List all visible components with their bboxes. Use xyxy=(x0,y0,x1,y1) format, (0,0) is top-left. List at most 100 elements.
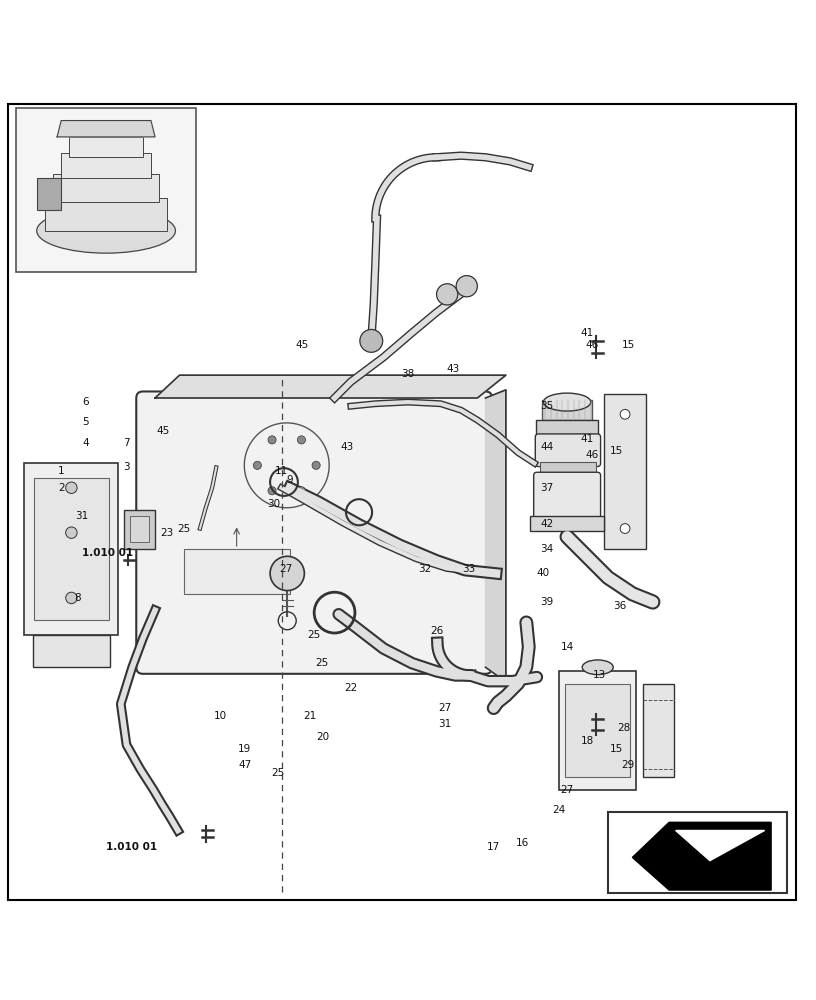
Text: 43: 43 xyxy=(340,442,353,452)
Text: 29: 29 xyxy=(622,760,635,770)
Text: 41: 41 xyxy=(581,328,594,338)
Text: 15: 15 xyxy=(622,340,635,350)
Text: 19: 19 xyxy=(238,744,251,754)
Bar xyxy=(184,549,290,594)
Text: 31: 31 xyxy=(75,511,88,521)
Text: 40: 40 xyxy=(536,568,549,578)
Bar xyxy=(536,420,598,439)
Circle shape xyxy=(620,524,630,533)
Bar xyxy=(643,684,674,777)
Polygon shape xyxy=(57,121,155,137)
Text: 15: 15 xyxy=(610,446,623,456)
Text: 4: 4 xyxy=(82,438,89,448)
Circle shape xyxy=(312,461,320,469)
Text: 39: 39 xyxy=(540,597,553,607)
Text: 45: 45 xyxy=(157,426,170,436)
Text: 24: 24 xyxy=(552,805,565,815)
Bar xyxy=(61,153,151,178)
Circle shape xyxy=(360,329,383,352)
Circle shape xyxy=(620,409,630,419)
Polygon shape xyxy=(632,822,771,890)
Text: 25: 25 xyxy=(271,768,284,778)
Text: 34: 34 xyxy=(540,544,553,554)
Bar xyxy=(565,684,630,777)
Text: 36: 36 xyxy=(614,601,627,611)
Text: 30: 30 xyxy=(267,499,280,509)
Text: 42: 42 xyxy=(540,519,553,529)
Bar xyxy=(540,462,596,477)
Text: 27: 27 xyxy=(561,785,574,795)
Bar xyxy=(53,174,159,202)
FancyBboxPatch shape xyxy=(535,434,601,467)
Ellipse shape xyxy=(37,208,175,253)
Text: 33: 33 xyxy=(463,564,476,574)
Text: 1: 1 xyxy=(58,466,64,476)
Text: 23: 23 xyxy=(161,528,174,538)
Circle shape xyxy=(268,487,276,495)
Text: 25: 25 xyxy=(316,658,329,668)
Text: 10: 10 xyxy=(214,711,227,721)
Circle shape xyxy=(270,556,304,591)
Circle shape xyxy=(456,276,477,297)
Polygon shape xyxy=(676,830,765,861)
Text: 31: 31 xyxy=(438,719,451,729)
FancyBboxPatch shape xyxy=(136,391,492,674)
Text: 14: 14 xyxy=(561,642,574,652)
Text: 7: 7 xyxy=(123,438,130,448)
Text: 27: 27 xyxy=(279,564,292,574)
Text: 46: 46 xyxy=(585,450,598,460)
Text: 37: 37 xyxy=(540,483,553,493)
Bar xyxy=(559,671,636,790)
Text: 45: 45 xyxy=(295,340,308,350)
Bar xyxy=(37,178,61,210)
Text: 47: 47 xyxy=(238,760,251,770)
Text: 43: 43 xyxy=(446,364,459,374)
Text: 26: 26 xyxy=(430,626,443,636)
Bar xyxy=(45,198,167,231)
Text: 25: 25 xyxy=(308,630,321,640)
Bar xyxy=(530,516,604,531)
Text: 13: 13 xyxy=(593,670,606,680)
Text: 46: 46 xyxy=(585,340,598,350)
Text: 41: 41 xyxy=(581,434,594,444)
Bar xyxy=(24,463,118,635)
Circle shape xyxy=(65,527,77,538)
Text: 38: 38 xyxy=(401,369,415,379)
Text: 20: 20 xyxy=(316,732,329,742)
Text: 27: 27 xyxy=(438,703,451,713)
Bar xyxy=(16,108,196,272)
Text: 3: 3 xyxy=(123,462,130,472)
Ellipse shape xyxy=(543,393,591,411)
Bar xyxy=(130,516,149,542)
Bar xyxy=(608,812,787,893)
Text: 21: 21 xyxy=(304,711,317,721)
Bar xyxy=(604,394,646,549)
Circle shape xyxy=(297,487,305,495)
Text: 44: 44 xyxy=(540,442,553,452)
Circle shape xyxy=(65,482,77,493)
Text: 1.010 01: 1.010 01 xyxy=(106,842,157,852)
Text: 6: 6 xyxy=(82,397,89,407)
Bar xyxy=(33,635,110,667)
FancyBboxPatch shape xyxy=(534,472,601,520)
Text: 8: 8 xyxy=(74,593,81,603)
Polygon shape xyxy=(486,390,506,682)
Bar xyxy=(69,137,143,157)
Text: 11: 11 xyxy=(275,466,288,476)
Text: 1.010 01: 1.010 01 xyxy=(82,548,133,558)
Text: 28: 28 xyxy=(618,723,631,733)
Text: 25: 25 xyxy=(177,524,190,534)
Text: 16: 16 xyxy=(516,838,529,848)
Circle shape xyxy=(253,461,261,469)
Ellipse shape xyxy=(583,660,614,675)
Text: 17: 17 xyxy=(487,842,500,852)
Circle shape xyxy=(65,592,77,604)
Text: 32: 32 xyxy=(418,564,431,574)
Circle shape xyxy=(268,436,276,444)
Text: 18: 18 xyxy=(581,736,594,746)
Bar xyxy=(542,400,592,420)
Circle shape xyxy=(297,436,305,444)
Text: 35: 35 xyxy=(540,401,553,411)
Bar xyxy=(124,510,155,549)
Text: 22: 22 xyxy=(344,683,357,693)
